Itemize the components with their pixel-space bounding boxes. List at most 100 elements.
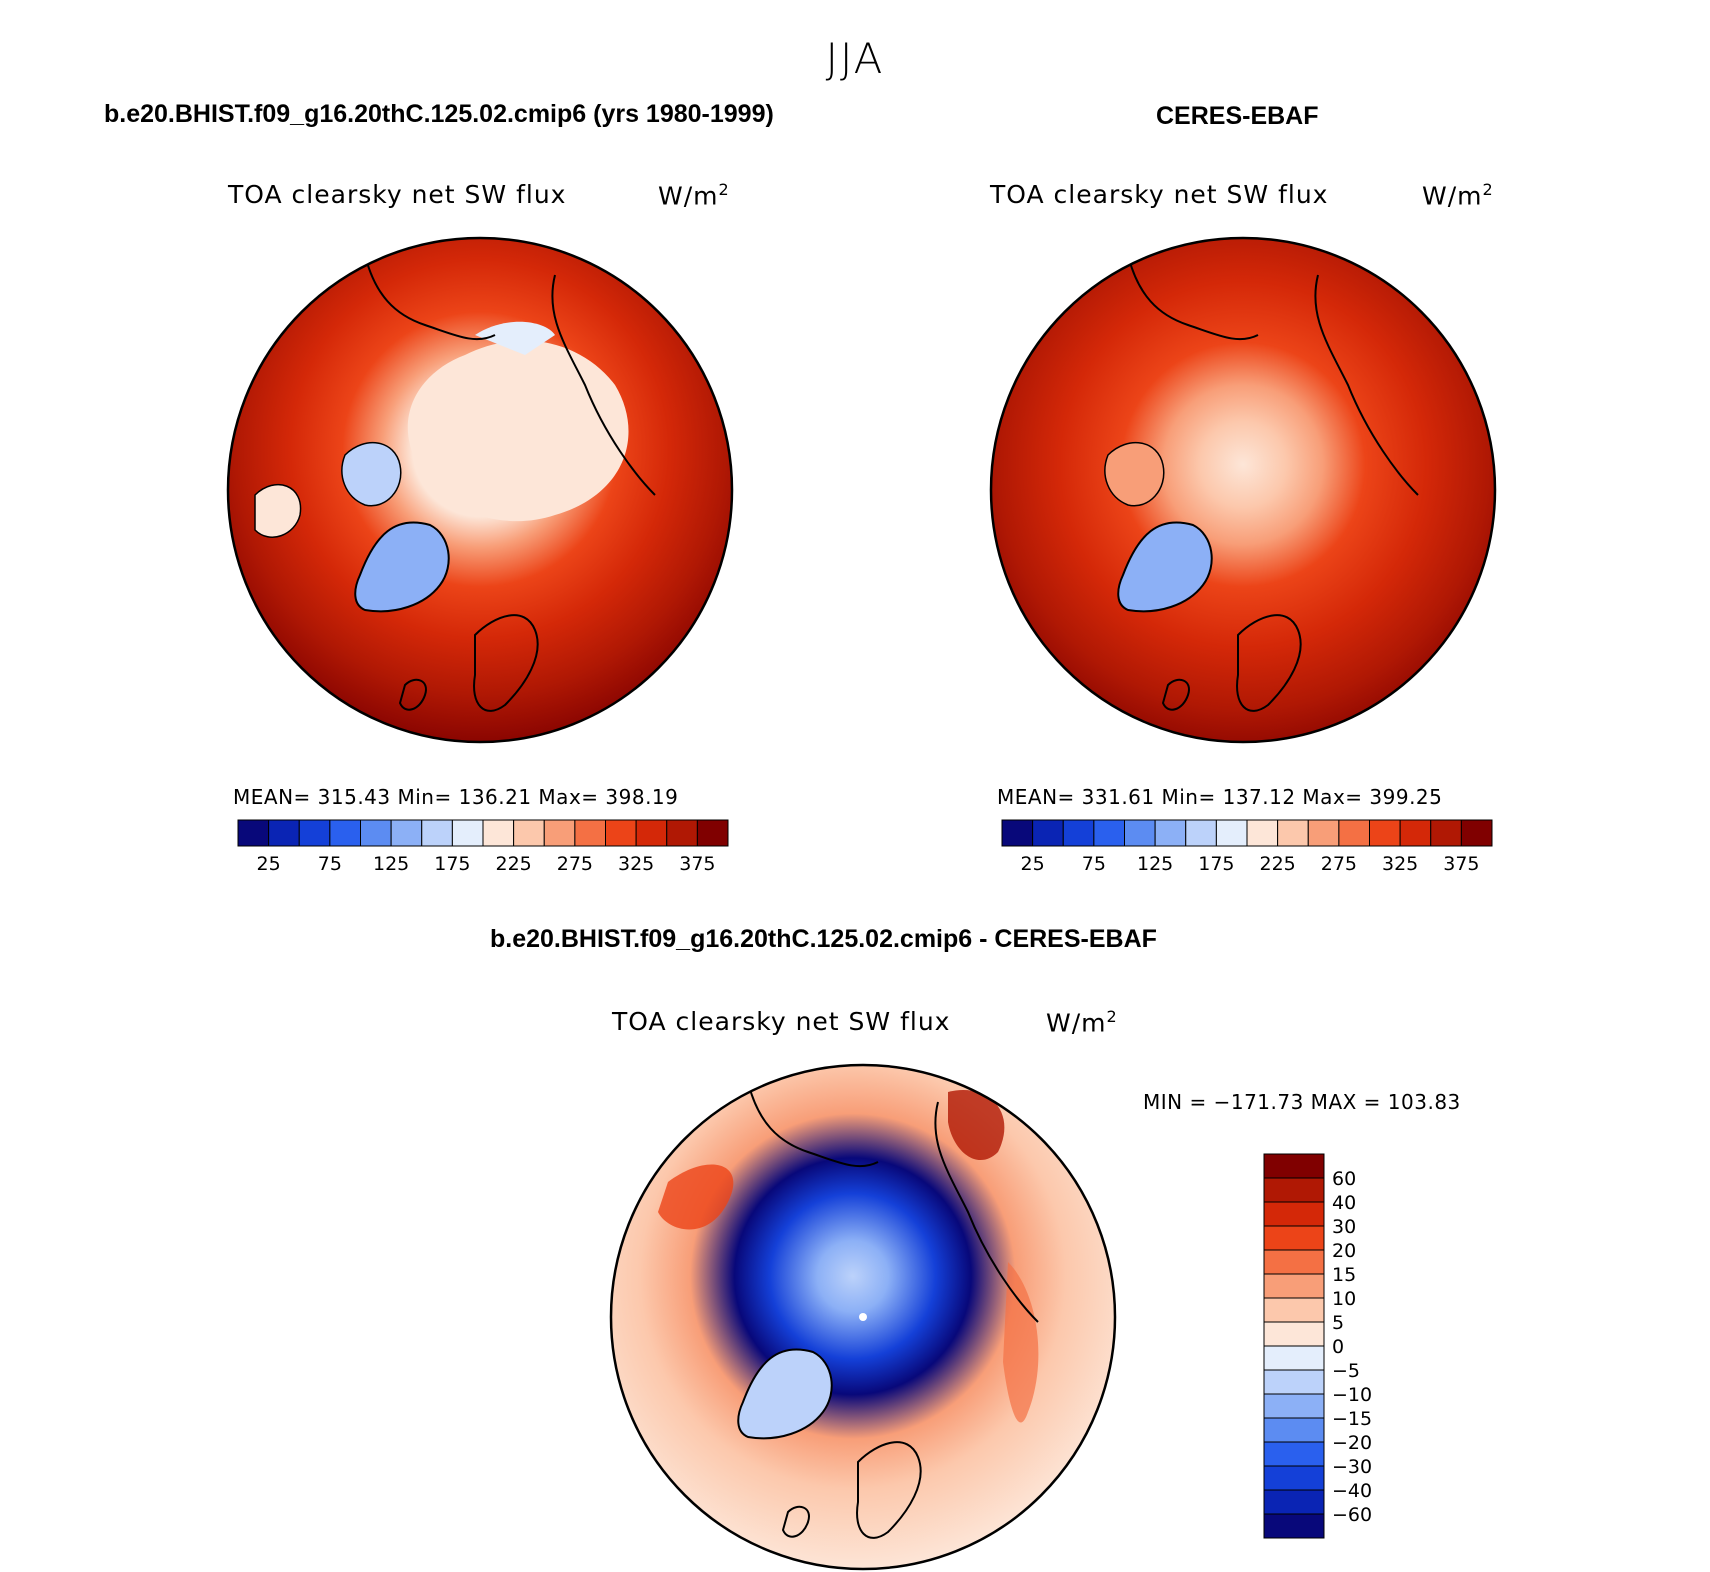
- colorbar-box: [1263, 1297, 1325, 1323]
- colorbar-label: 375: [1443, 853, 1479, 875]
- panel-2-colorbar: 25 75 125 175 225 275 325 375: [1001, 819, 1493, 875]
- colorbar-box: [543, 819, 576, 847]
- scandinavia-coast: [473, 614, 539, 712]
- panel-1-variable-title: TOA clearsky net SW flux: [228, 180, 567, 209]
- diff-variable-title: TOA clearsky net SW flux: [612, 1007, 951, 1036]
- colorbar-label: 5: [1332, 1312, 1344, 1334]
- colorbar-box: [513, 819, 545, 847]
- canadian-archipelago: [341, 441, 402, 507]
- colorbar-label: −30: [1332, 1456, 1372, 1478]
- colorbar-box: [1185, 819, 1217, 847]
- positive-anomaly: [948, 1090, 1005, 1161]
- colorbar-box: [1263, 1273, 1325, 1299]
- colorbar-box: [666, 819, 698, 847]
- colorbar-label: 60: [1332, 1168, 1356, 1190]
- panel-1-case-title: b.e20.BHIST.f09_g16.20thC.125.02.cmip6 (…: [104, 100, 774, 128]
- colorbar-label: 75: [1082, 853, 1106, 875]
- colorbar-box: [605, 819, 637, 847]
- british-isles-coast: [398, 678, 427, 711]
- colorbar-box: [1338, 819, 1370, 847]
- colorbar-label: −15: [1332, 1408, 1372, 1430]
- colorbar-label: −10: [1332, 1384, 1372, 1406]
- colorbar-label: 20: [1332, 1240, 1356, 1262]
- panel-1-units: W/m2: [658, 180, 730, 211]
- panel-2-variable-title: TOA clearsky net SW flux: [990, 180, 1329, 209]
- colorbar-box: [1263, 1489, 1325, 1515]
- colorbar-box: [1263, 1513, 1325, 1539]
- colorbar-label: 25: [1021, 853, 1045, 875]
- colorbar-box: [451, 819, 484, 847]
- colorbar-label: 125: [373, 853, 409, 875]
- colorbar-box: [1062, 819, 1095, 847]
- colorbar-label: 375: [679, 853, 715, 875]
- british-isles-coast: [1161, 678, 1190, 711]
- colorbar-box: [360, 819, 392, 847]
- model-polar-map: [226, 236, 734, 744]
- colorbar-box: [1215, 819, 1248, 847]
- scandinavia-coast: [1236, 614, 1302, 712]
- panel-2-case-title: CERES-EBAF: [1156, 102, 1319, 130]
- map-border: [989, 236, 1497, 744]
- colorbar-box: [1263, 1249, 1325, 1275]
- flux-field: [991, 238, 1495, 742]
- obs-polar-map: [989, 236, 1497, 744]
- colorbar-box: [1263, 1177, 1325, 1203]
- colorbar-label: 15: [1332, 1264, 1356, 1286]
- colorbar-label: 10: [1332, 1288, 1356, 1310]
- colorbar-box: [1277, 819, 1309, 847]
- colorbar-box: [1460, 819, 1493, 847]
- colorbar-box: [1001, 819, 1034, 847]
- colorbar-label: 175: [434, 853, 470, 875]
- colorbar-box: [1093, 819, 1125, 847]
- colorbar-box: [1032, 819, 1064, 847]
- colorbar-box: [1263, 1369, 1325, 1395]
- greenland: [1117, 521, 1213, 613]
- colorbar-box: [1263, 1393, 1325, 1419]
- colorbar-box: [1263, 1417, 1325, 1443]
- arctic-ocean-region: [407, 340, 629, 522]
- colorbar-label: −20: [1332, 1432, 1372, 1454]
- colorbar-label: 225: [495, 853, 531, 875]
- hudson-bay: [254, 484, 302, 538]
- colorbar-box: [237, 819, 270, 847]
- colorbar-label: 75: [318, 853, 342, 875]
- colorbar-label: 30: [1332, 1216, 1356, 1238]
- colorbar-label: 275: [557, 853, 593, 875]
- coastline: [747, 1081, 1039, 1323]
- colorbar-box: [1399, 819, 1432, 847]
- colorbar-label: −60: [1332, 1504, 1372, 1526]
- colorbar-label: −5: [1332, 1360, 1360, 1382]
- panel-1-stats: MEAN= 315.43 Min= 136.21 Max= 398.19: [233, 785, 679, 809]
- positive-anomaly: [1003, 1262, 1039, 1423]
- colorbar-box: [1154, 819, 1187, 847]
- colorbar-box: [268, 819, 300, 847]
- colorbar-box: [390, 819, 423, 847]
- colorbar-box: [1246, 819, 1279, 847]
- colorbar-label: 0: [1332, 1336, 1344, 1358]
- positive-anomaly: [658, 1164, 734, 1230]
- panel-2-stats: MEAN= 331.61 Min= 137.12 Max= 399.25: [997, 785, 1443, 809]
- colorbar-box: [1369, 819, 1401, 847]
- panel-1-colorbar: 25 75 125 175 225 275 325 375: [237, 819, 729, 875]
- british-isles-coast: [781, 1505, 810, 1538]
- season-title: JJA: [825, 34, 885, 83]
- panel-2-units: W/m2: [1422, 180, 1494, 211]
- greenland: [737, 1348, 833, 1440]
- colorbar-label: 125: [1137, 853, 1173, 875]
- colorbar-label: −40: [1332, 1480, 1372, 1502]
- colorbar-label: 225: [1259, 853, 1295, 875]
- colorbar-box: [574, 819, 606, 847]
- colorbar-box: [1263, 1153, 1325, 1179]
- colorbar-box: [1124, 819, 1156, 847]
- colorbar-box: [1263, 1465, 1325, 1491]
- colorbar-label: 40: [1332, 1192, 1356, 1214]
- colorbar-label: 325: [1382, 853, 1418, 875]
- sea-ice-region: [475, 321, 555, 355]
- diff-minmax: MIN = −171.73 MAX = 103.83: [1143, 1090, 1461, 1114]
- colorbar-box: [1307, 819, 1340, 847]
- colorbar-box: [635, 819, 668, 847]
- map-border: [226, 236, 734, 744]
- difference-polar-map: [609, 1063, 1117, 1571]
- colorbar-label: 25: [257, 853, 281, 875]
